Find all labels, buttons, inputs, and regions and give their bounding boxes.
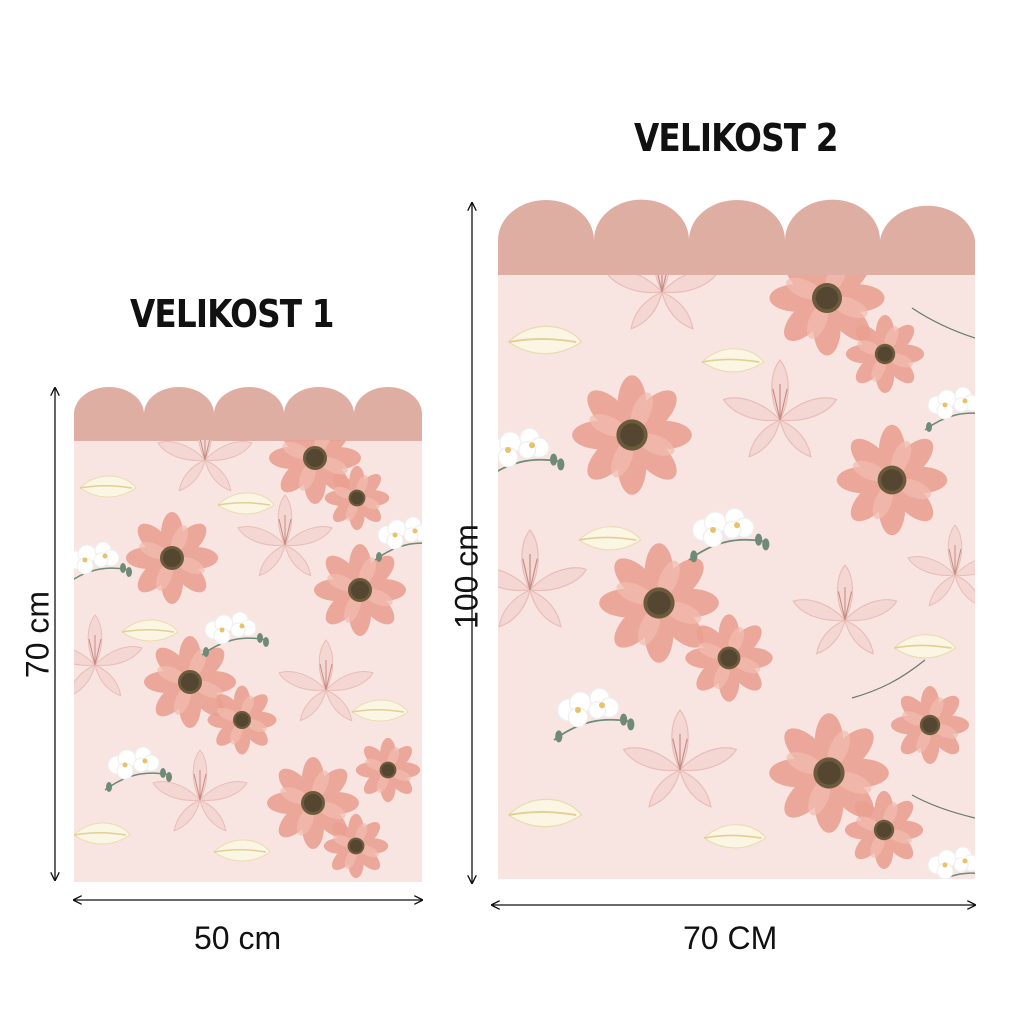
size-1-title: VELIKOST 1 — [130, 292, 334, 336]
size-1-width-label: 50 cm — [194, 920, 282, 956]
size-2-floral-pattern — [498, 275, 975, 879]
size-2-scallop-border — [498, 199, 975, 276]
size-2-width-label: 70 CM — [683, 920, 778, 956]
size-1-height-label: 70 cm — [19, 590, 56, 679]
size-2-height-label: 100 cm — [448, 524, 485, 629]
size-1-scallop-border — [74, 387, 422, 442]
size-2-panel — [498, 199, 975, 879]
size-1-panel — [74, 387, 422, 882]
size-2-title: VELIKOST 2 — [634, 116, 838, 160]
